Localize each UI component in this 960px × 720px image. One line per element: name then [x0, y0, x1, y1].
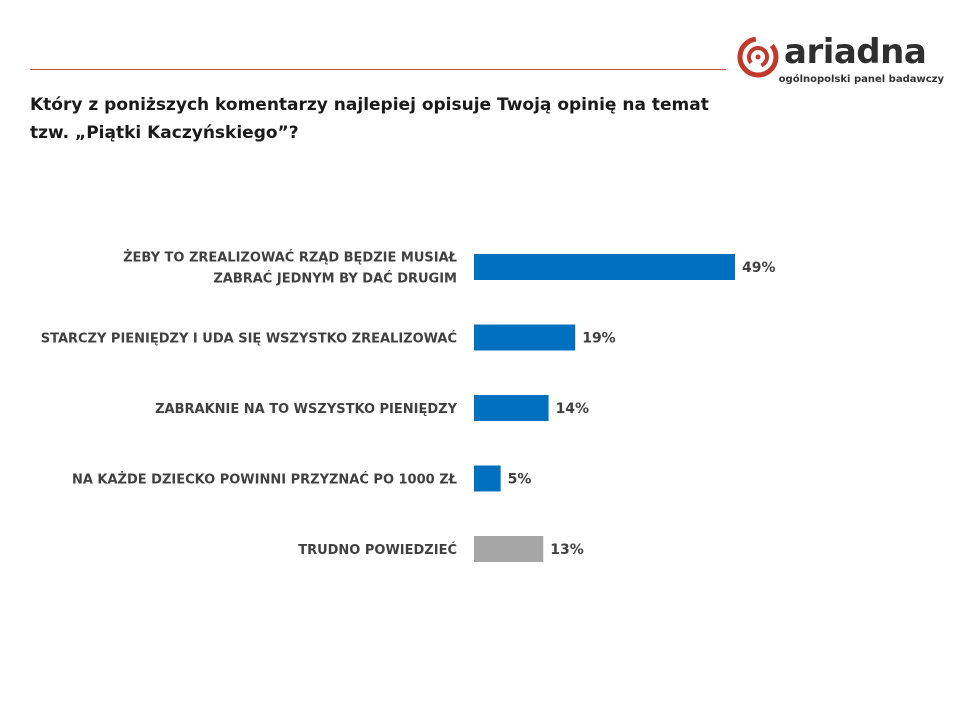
ariadna-logo-mark-icon — [737, 36, 779, 78]
bar-3 — [474, 395, 549, 421]
bar-1 — [474, 254, 735, 280]
value-label-2: 19% — [582, 331, 616, 347]
category-label-1-line-2: ZABRAĆ JEDNYM BY DAĆ DRUGIM — [213, 271, 457, 287]
value-label-3: 14% — [556, 401, 590, 417]
bar-4 — [474, 465, 501, 492]
value-label-1: 49% — [742, 260, 776, 276]
ariadna-logo: ariadna ogólnopolski panel badawczy — [736, 32, 948, 90]
header-rule — [30, 69, 726, 70]
logo-brand-name: ariadna — [784, 32, 927, 72]
category-label-3: ZABRAKNIE NA TO WSZYSTKO PIENIĘDZY — [155, 402, 457, 417]
bar-chart: 49% ŻEBY TO ZREALIZOWAĆ RZĄD BĘDZIE MUSIA… — [0, 230, 960, 590]
value-label-4: 5% — [508, 472, 532, 488]
bar-5 — [474, 536, 544, 562]
logo-tagline: ogólnopolski panel badawczy — [778, 74, 944, 85]
bar-2 — [474, 324, 576, 351]
category-label-1-line-1: ŻEBY TO ZREALIZOWAĆ RZĄD BĘDZIE MUSIAŁ — [123, 250, 457, 266]
survey-question: Który z poniższych komentarzy najlepiej … — [30, 95, 709, 143]
category-label-5: TRUDNO POWIEDZIEĆ — [298, 542, 457, 558]
category-label-2: STARCZY PIENIĘDZY I UDA SIĘ WSZYSTKO ZRE… — [41, 331, 457, 347]
bar-chart-svg: 49% ŻEBY TO ZREALIZOWAĆ RZĄD BĘDZIE MUSIA… — [41, 250, 776, 562]
value-label-5: 13% — [550, 542, 584, 558]
category-label-4: NA KAŻDE DZIECKO POWINNI PRZYZNAĆ PO 100… — [72, 472, 457, 488]
